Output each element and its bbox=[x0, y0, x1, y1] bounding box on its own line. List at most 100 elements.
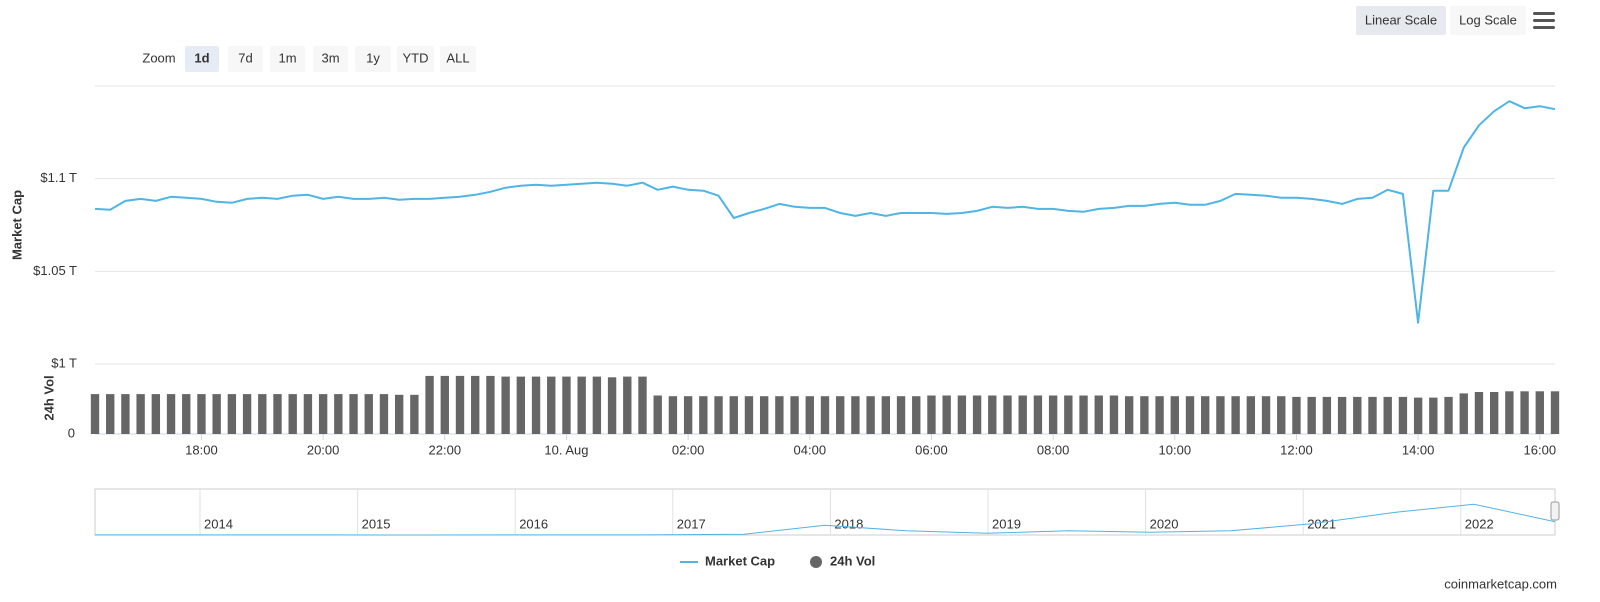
navigator-year: 2018 bbox=[834, 516, 863, 531]
volume-bar bbox=[486, 375, 495, 434]
navigator-year: 2016 bbox=[519, 516, 548, 531]
volume-bar bbox=[318, 394, 328, 434]
volume-bar bbox=[1155, 396, 1164, 434]
y-axis-title: Market Cap bbox=[9, 190, 24, 260]
volume-bar bbox=[836, 396, 845, 434]
volume-bar bbox=[1413, 397, 1423, 434]
menu-icon[interactable] bbox=[1533, 12, 1555, 29]
volume-bar bbox=[1018, 395, 1027, 434]
navigator-year: 2019 bbox=[992, 516, 1021, 531]
volume-bar bbox=[820, 396, 830, 434]
zoom-button-label[interactable]: 1d bbox=[194, 50, 209, 65]
volume-bar bbox=[1033, 395, 1043, 434]
volume-bar bbox=[988, 395, 997, 434]
volume-bar bbox=[653, 395, 662, 434]
volume-bar bbox=[1246, 396, 1256, 434]
volume-bar bbox=[683, 396, 693, 434]
volume-bar bbox=[1520, 391, 1529, 434]
volume-bar bbox=[471, 375, 480, 434]
volume-bar bbox=[501, 376, 510, 434]
volume-bar bbox=[151, 394, 161, 434]
volume-bar bbox=[242, 394, 252, 434]
volume-bar bbox=[912, 396, 921, 434]
volume-bar bbox=[1109, 395, 1119, 434]
volume-bar bbox=[881, 396, 891, 434]
volume-bar bbox=[516, 376, 526, 434]
navigator-year: 2014 bbox=[204, 516, 233, 531]
volume-bar bbox=[288, 394, 297, 434]
volume-bar bbox=[1307, 396, 1316, 434]
volume-bar bbox=[258, 394, 267, 434]
zoom-button[interactable] bbox=[355, 46, 391, 72]
volume-bar bbox=[1216, 396, 1225, 434]
zoom-button-label[interactable]: 1m bbox=[278, 50, 296, 65]
volume-bar bbox=[1094, 395, 1103, 434]
x-tick-label: 08:00 bbox=[1037, 442, 1070, 457]
volume-bar bbox=[1124, 396, 1134, 434]
volume-bar bbox=[729, 396, 738, 434]
zoom-button[interactable] bbox=[397, 46, 434, 72]
volume-bar bbox=[379, 394, 389, 434]
x-tick-label: 10:00 bbox=[1159, 442, 1192, 457]
zoom-button[interactable] bbox=[440, 46, 476, 72]
log-scale-label[interactable]: Log Scale bbox=[1459, 12, 1517, 27]
volume-bar bbox=[166, 394, 176, 434]
volume-bar bbox=[1322, 396, 1332, 434]
volume-bar bbox=[942, 395, 951, 434]
zoom-button[interactable] bbox=[270, 46, 305, 72]
volume-bar bbox=[197, 394, 206, 434]
volume-bar bbox=[394, 394, 404, 434]
navigator-handle[interactable] bbox=[1550, 501, 1560, 521]
volume-bar bbox=[440, 375, 449, 434]
x-tick-label: 12:00 bbox=[1280, 442, 1313, 457]
volume-bar bbox=[1489, 392, 1499, 434]
volume-bar bbox=[1140, 396, 1149, 434]
x-tick-label: 14:00 bbox=[1402, 442, 1435, 457]
volume-bar bbox=[1048, 395, 1058, 434]
zoom-button-label[interactable]: 3m bbox=[321, 50, 339, 65]
volume-bar bbox=[1261, 396, 1271, 434]
log-scale-button[interactable] bbox=[1450, 6, 1526, 35]
zoom-button-label[interactable]: 7d bbox=[238, 50, 252, 65]
volume-bar bbox=[1444, 396, 1453, 434]
zoom-button-label[interactable]: ALL bbox=[446, 50, 469, 65]
volume-bar bbox=[562, 376, 571, 434]
volume-bar bbox=[410, 394, 419, 434]
zoom-button-label[interactable]: 1y bbox=[366, 50, 380, 65]
volume-bar bbox=[106, 394, 115, 434]
volume-bar bbox=[638, 376, 647, 434]
linear-scale-button[interactable] bbox=[1356, 6, 1446, 35]
zoom-button[interactable] bbox=[313, 46, 348, 72]
x-tick-label: 02:00 bbox=[672, 442, 705, 457]
volume-bar bbox=[1201, 396, 1210, 434]
navigator-year: 2021 bbox=[1307, 516, 1336, 531]
volume-bar bbox=[303, 394, 313, 434]
y2-tick-label: 0 bbox=[68, 425, 75, 440]
zoom-button[interactable] bbox=[228, 46, 263, 72]
volume-bar bbox=[1474, 392, 1484, 434]
volume-bar bbox=[927, 395, 936, 434]
menu-bar bbox=[1533, 26, 1555, 29]
volume-bar bbox=[744, 396, 754, 434]
zoom-button-label[interactable]: YTD bbox=[403, 50, 429, 65]
volume-bar bbox=[607, 377, 617, 434]
volume-bar bbox=[182, 394, 191, 434]
volume-bar bbox=[273, 394, 282, 434]
linear-scale-label[interactable]: Linear Scale bbox=[1365, 12, 1437, 27]
volume-bar bbox=[1429, 397, 1438, 434]
legend-label[interactable]: 24h Vol bbox=[830, 553, 875, 568]
volume-bar bbox=[455, 375, 465, 434]
volume-bar bbox=[212, 394, 221, 434]
volume-bar bbox=[1505, 391, 1514, 434]
volume-bar bbox=[790, 396, 799, 434]
volume-bar bbox=[592, 376, 602, 434]
volume-bar bbox=[775, 396, 784, 434]
x-tick-label: 18:00 bbox=[185, 442, 218, 457]
volume-bar bbox=[425, 375, 434, 434]
legend-label[interactable]: Market Cap bbox=[705, 553, 775, 568]
volume-bar bbox=[1337, 396, 1347, 434]
navigator-year: 2022 bbox=[1465, 516, 1494, 531]
zoom-button[interactable] bbox=[185, 46, 219, 72]
menu-bar bbox=[1533, 12, 1555, 15]
